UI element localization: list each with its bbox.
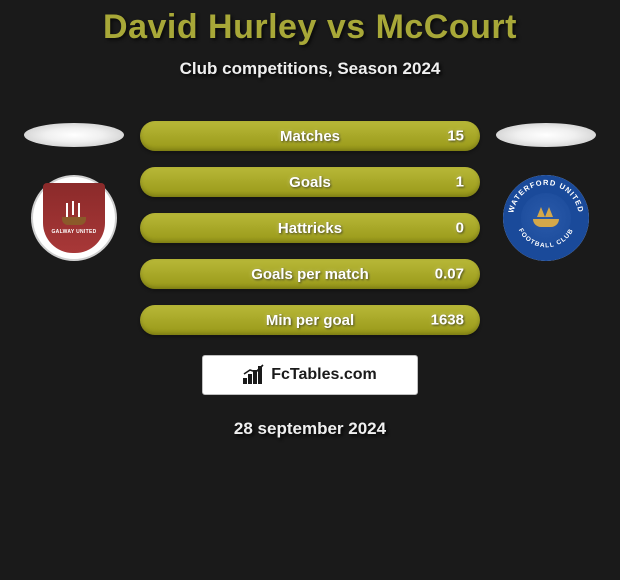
page-title: David Hurley vs McCourt — [0, 8, 620, 47]
stat-label: Min per goal — [266, 312, 354, 329]
right-column: WATERFORD UNITED FOOTBALL CLUB — [496, 121, 596, 261]
source-logo-text: FcTables.com — [271, 366, 377, 384]
waterford-ring-icon: WATERFORD UNITED FOOTBALL CLUB — [503, 175, 589, 261]
stat-value: 15 — [447, 128, 464, 145]
player-marker-right — [496, 123, 596, 147]
stat-label: Matches — [280, 128, 340, 145]
stats-column: Matches 15 Goals 1 Hattricks 0 Goals per… — [140, 121, 480, 335]
club-badge-galway: GALWAY UNITED — [31, 175, 117, 261]
snapshot-date: 28 september 2024 — [0, 419, 620, 439]
stat-bar-matches: Matches 15 — [140, 121, 480, 151]
fctables-chart-icon — [243, 366, 265, 384]
stat-bar-goals-per-match: Goals per match 0.07 — [140, 259, 480, 289]
stat-value: 0.07 — [435, 266, 464, 283]
main-row: GALWAY UNITED Matches 15 Goals 1 Hattric… — [0, 121, 620, 335]
stat-label: Hattricks — [278, 220, 342, 237]
stat-value: 1638 — [431, 312, 464, 329]
galway-badge-text: GALWAY UNITED — [51, 229, 96, 235]
stat-label: Goals — [289, 174, 331, 191]
stat-bar-hattricks: Hattricks 0 — [140, 213, 480, 243]
player-marker-left — [24, 123, 124, 147]
comparison-card: David Hurley vs McCourt Club competition… — [0, 0, 620, 439]
galway-shield-icon: GALWAY UNITED — [43, 183, 105, 253]
stat-value: 0 — [456, 220, 464, 237]
left-column: GALWAY UNITED — [24, 121, 124, 261]
stat-bar-min-per-goal: Min per goal 1638 — [140, 305, 480, 335]
galway-ship-icon — [58, 201, 90, 225]
club-badge-waterford: WATERFORD UNITED FOOTBALL CLUB — [503, 175, 589, 261]
stat-bar-goals: Goals 1 — [140, 167, 480, 197]
source-logo-box: FcTables.com — [202, 355, 418, 395]
waterford-inner-icon — [521, 193, 571, 243]
waterford-ship-icon — [531, 207, 561, 229]
subtitle: Club competitions, Season 2024 — [0, 59, 620, 79]
stat-label: Goals per match — [251, 266, 369, 283]
stat-value: 1 — [456, 174, 464, 191]
